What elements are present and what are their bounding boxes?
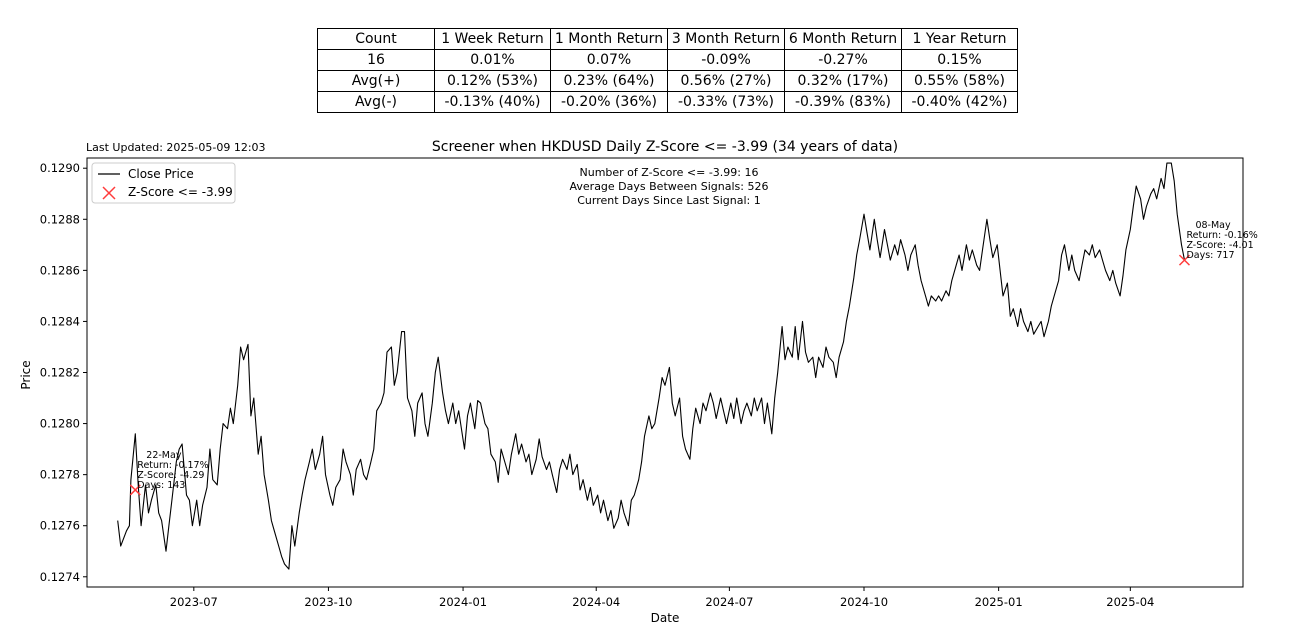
signal-marker <box>1178 254 1190 266</box>
y-tick-label: 0.1286 <box>40 263 80 277</box>
x-axis-label: Date <box>651 611 680 625</box>
signal-annotation-line: Return: -0.16% <box>1186 230 1257 241</box>
table-cell: 0.32% (17%) <box>784 70 902 92</box>
x-tick-label: 2023-10 <box>304 595 352 609</box>
y-tick-label: 0.1276 <box>40 519 80 533</box>
table-row: Avg(-) -0.13% (40%) -0.20% (36%) -0.33% (73… <box>317 91 1018 113</box>
signal-x-stroke <box>129 484 141 496</box>
signal-annotation-line: Return: -0.17% <box>137 460 208 471</box>
table-cell: Avg(+) <box>317 70 435 92</box>
y-tick-label: 0.1290 <box>40 161 80 175</box>
chart-title: Screener when HKDUSD Daily Z-Score <= -3… <box>432 139 898 155</box>
y-axis-label: Price <box>19 360 33 389</box>
x-tick-label: 2024-07 <box>705 595 753 609</box>
y-tick-label: 0.1280 <box>40 417 80 431</box>
table-cell: 0.12% (53%) <box>434 70 551 92</box>
x-tick-label: 2024-04 <box>572 595 620 609</box>
table-cell: -0.33% (73%) <box>667 91 785 113</box>
legend-box <box>91 162 236 204</box>
signal-annotation-line: Days: 717 <box>1186 250 1234 261</box>
table-cell: -0.40% (42%) <box>901 91 1018 113</box>
signal-annotation-line: 22-May <box>146 450 182 461</box>
table-header-row: Count 1 Week Return 1 Month Return 3 Month … <box>317 28 1018 50</box>
legend-label: Close Price <box>128 167 194 181</box>
table-header-cell: 1 Year Return <box>901 28 1018 50</box>
legend: Close Price Z-Score <= -3.99 <box>91 162 236 204</box>
table-row: Avg(+) 0.12% (53%) 0.23% (64%) 0.56% (27%) 0… <box>317 70 1018 92</box>
signal-x-stroke <box>1178 254 1190 266</box>
table-cell: -0.13% (40%) <box>434 91 551 113</box>
info-line: Average Days Between Signals: 526 <box>570 180 769 193</box>
y-tick-label: 0.1284 <box>40 314 80 328</box>
legend-x-marker <box>102 186 116 200</box>
x-tick-label: 2025-01 <box>975 595 1023 609</box>
plot-frame <box>86 157 1244 588</box>
close-price-line <box>117 162 1186 570</box>
table-cell: 0.56% (27%) <box>667 70 785 92</box>
signal-annotation-line: Days: 143 <box>137 480 185 491</box>
signal-marker <box>129 484 141 496</box>
legend-label: Z-Score <= -3.99 <box>128 185 233 199</box>
info-line: Number of Z-Score <= -3.99: 16 <box>580 166 759 179</box>
table-cell: 0.55% (58%) <box>901 70 1018 92</box>
y-tick-label: 0.1278 <box>40 468 80 482</box>
x-tick-label: 2024-01 <box>439 595 487 609</box>
table-cell: Avg(-) <box>317 91 435 113</box>
x-tick-label: 2023-07 <box>170 595 218 609</box>
y-tick-label: 0.1274 <box>40 570 80 584</box>
last-updated: Last Updated: 2025-05-09 12:03 <box>86 141 266 154</box>
table-cell: -0.20% (36%) <box>550 91 668 113</box>
info-line: Current Days Since Last Signal: 1 <box>577 194 760 207</box>
x-tick-label: 2024-10 <box>840 595 888 609</box>
stats-table: Count 1 Week Return 1 Month Return 3 Month … <box>317 28 1018 113</box>
table-cell: -0.09% <box>667 49 785 71</box>
y-tick-label: 0.1282 <box>40 366 80 380</box>
signal-annotation-line: 08-May <box>1195 220 1231 231</box>
signal-annotation-line: Z-Score: -4.01 <box>1186 240 1253 251</box>
signal-annotation-line: Z-Score: -4.29 <box>137 470 204 481</box>
plot-area: 0.1274 0.1276 0.1278 0.1280 0.1282 0.1284 0.12… <box>40 157 1258 609</box>
table-header-cell: 6 Month Return <box>784 28 902 50</box>
table-cell: 0.23% (64%) <box>550 70 668 92</box>
y-tick-label: 0.1288 <box>40 212 80 226</box>
x-tick-label: 2025-04 <box>1106 595 1154 609</box>
